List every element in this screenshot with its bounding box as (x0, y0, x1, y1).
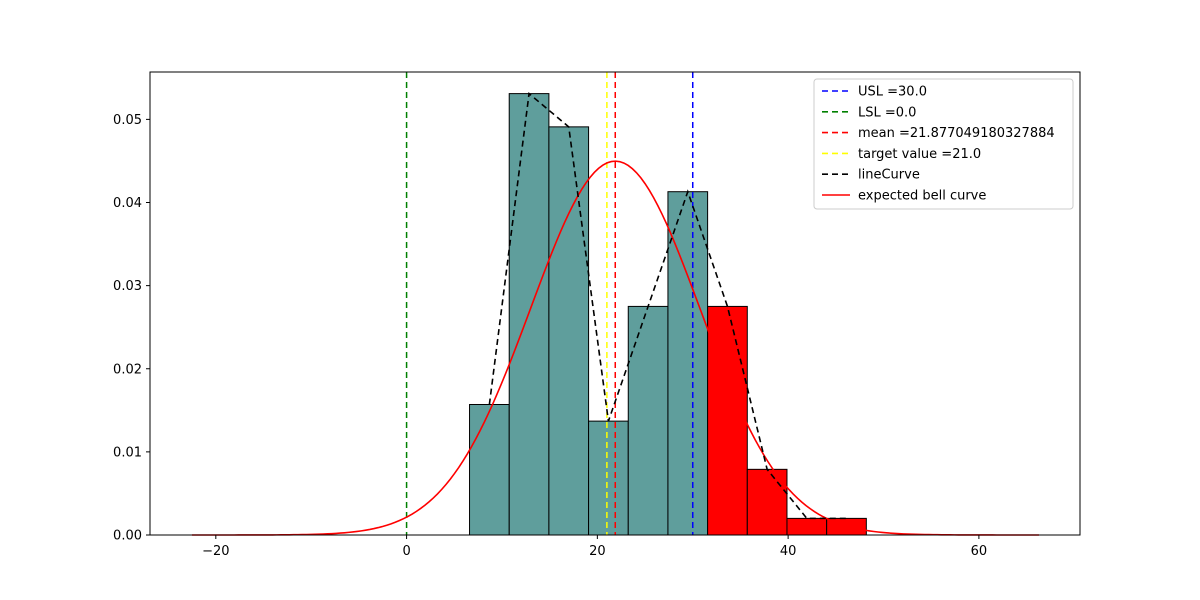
legend-box (813, 78, 1074, 210)
histogram-bar (707, 305, 748, 536)
histogram-bar (667, 191, 709, 536)
y-axis-ticks: 0.00 0.01 0.02 0.03 0.04 0.05 (113, 113, 150, 544)
axes-frame (149, 71, 1081, 536)
y-tick-label: 0.02 (113, 362, 142, 377)
legend-label: target value =21.0 (858, 147, 981, 162)
x-tick-label: 0 (402, 544, 410, 559)
legend-label: lineCurve (858, 168, 920, 183)
legend: USL =30.0 LSL =0.0 mean =21.87704918032788… (813, 78, 1074, 210)
histogram-bar (627, 305, 669, 536)
x-tick-label: −20 (202, 544, 229, 559)
x-tick-label: 40 (780, 544, 797, 559)
y-tick-label: 0.03 (113, 279, 142, 294)
x-axis-ticks: −20 0 20 40 60 (202, 535, 987, 559)
histogram-bar (786, 517, 828, 536)
line-curve (488, 92, 847, 520)
curves (191, 92, 1039, 536)
bell-curve-line (191, 160, 1039, 536)
y-tick-label: 0.04 (113, 196, 142, 211)
histogram-bar (469, 403, 510, 536)
legend-label: USL =30.0 (858, 85, 927, 100)
legend-label: mean =21.877049180327884 (858, 126, 1055, 141)
spec-lines (405, 72, 694, 535)
x-tick-label: 20 (589, 544, 606, 559)
x-tick-label: 60 (971, 544, 988, 559)
legend-label: LSL =0.0 (858, 105, 916, 120)
histogram-bar (588, 420, 629, 536)
y-tick-label: 0.01 (113, 445, 142, 460)
y-tick-label: 0.05 (113, 113, 142, 128)
legend-label: expected bell curve (858, 189, 986, 204)
y-tick-label: 0.00 (113, 529, 142, 544)
